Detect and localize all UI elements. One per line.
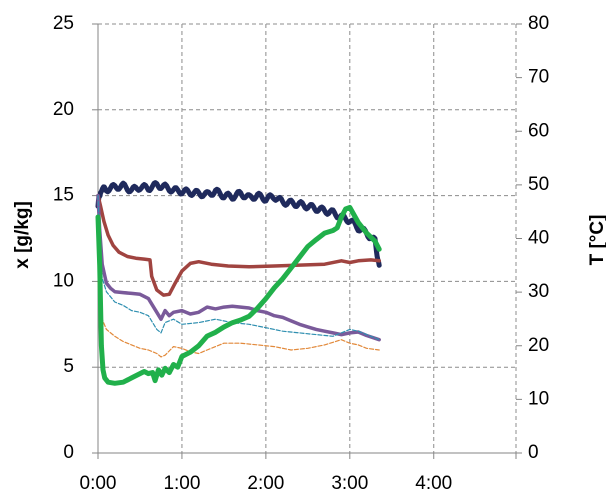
gridlines [98, 23, 517, 453]
x-tick-label: 3:00 [331, 473, 368, 494]
y2-tick-label: 0 [528, 442, 539, 463]
series-line-1 [95, 180, 382, 268]
y2-tick-label: 70 [528, 67, 549, 88]
tick-labels: 0 5 10 15 20 25 0 10 20 30 40 50 60 70 80 0:00 1:00 2:00 3… [53, 13, 549, 494]
y-tick-label: 25 [53, 13, 74, 34]
y2-tick-label: 10 [528, 388, 549, 409]
y2-tick-label: 80 [528, 13, 549, 34]
y-tick-label: 5 [63, 356, 74, 377]
series-line-6 [95, 204, 382, 386]
series-line-3 [96, 193, 381, 342]
y2-tick-label: 60 [528, 120, 549, 141]
y2-axis-title: T [°C] [587, 215, 606, 266]
y-axis-title: x [g/kg] [12, 201, 33, 269]
series-line-4 [97, 195, 380, 341]
x-tick-label: 0:00 [80, 473, 117, 494]
series-line-2 [96, 193, 381, 297]
y2-tick-label: 40 [528, 228, 549, 249]
y-tick-label: 10 [53, 270, 74, 291]
x-tick-label: 1:00 [163, 473, 200, 494]
plot-series [95, 180, 382, 386]
y-tick-label: 20 [53, 99, 74, 120]
axes [92, 23, 522, 459]
y2-tick-label: 20 [528, 335, 549, 356]
y-tick-label: 15 [53, 185, 74, 206]
y-tick-label: 0 [63, 442, 74, 463]
x-tick-label: 2:00 [247, 473, 284, 494]
y2-tick-label: 30 [528, 281, 549, 302]
y2-tick-label: 50 [528, 174, 549, 195]
x-tick-label: 4:00 [415, 473, 452, 494]
